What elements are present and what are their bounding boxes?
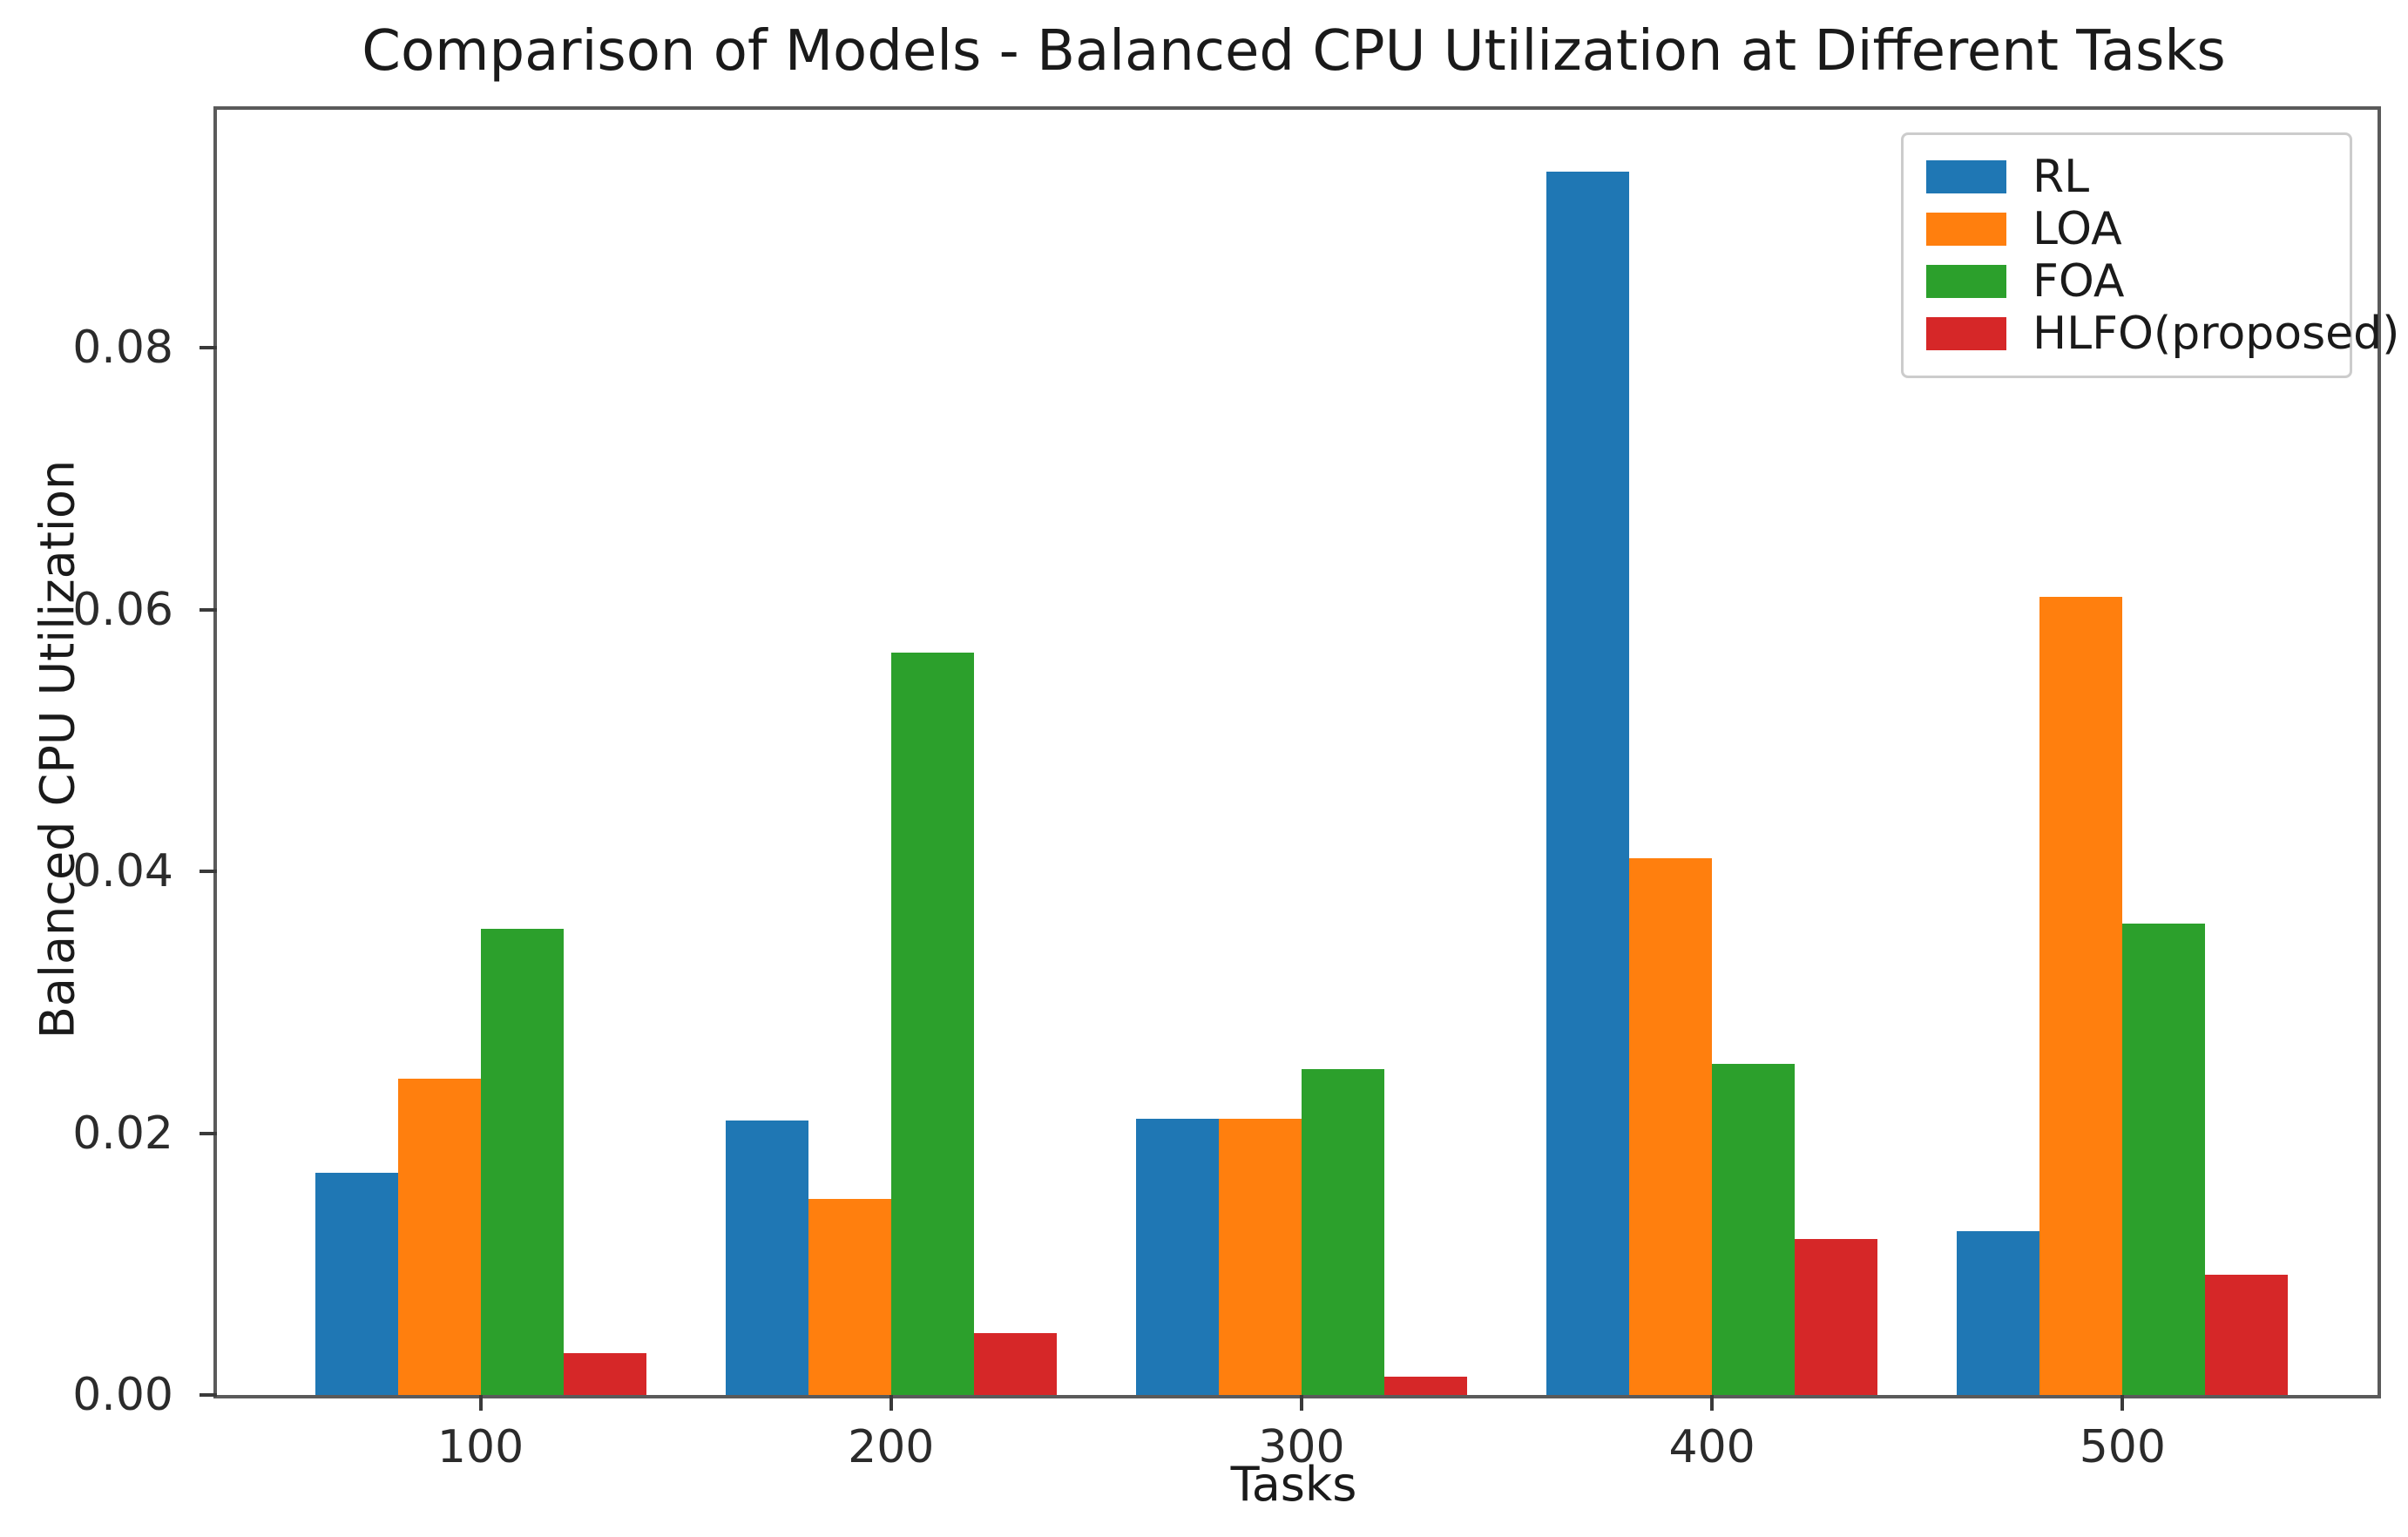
x-axis-label: Tasks [1230,1457,1357,1512]
x-tick-mark [2121,1395,2125,1411]
y-tick-mark [200,607,217,612]
bar-HLFO(proposed)-200 [973,1333,1057,1395]
y-tick-mark [200,346,217,350]
x-tick-label: 300 [1258,1421,1345,1473]
bar-HLFO(proposed)-500 [2205,1274,2289,1395]
legend-swatch-icon [1926,317,2006,350]
x-tick-label: 500 [2079,1421,2166,1473]
bar-LOA-100 [397,1078,481,1395]
x-tick-label: 100 [436,1421,524,1473]
x-tick-mark [478,1395,483,1411]
bar-LOA-300 [1218,1119,1302,1395]
legend: RL LOA FOA HLFO(proposed) [1901,132,2399,378]
y-tick-label: 0.08 [72,322,173,375]
bar-RL-100 [315,1172,398,1395]
legend-entry-RL: RL [1926,151,2350,203]
y-tick-mark [200,1393,217,1397]
bar-RL-300 [1135,1119,1219,1395]
y-tick-mark [200,870,217,874]
legend-label: FOA [2033,255,2125,308]
y-tick-label: 0.04 [72,845,173,898]
bar-RL-400 [1546,171,1630,1395]
legend-swatch-icon [1926,213,2006,246]
bar-LOA-200 [808,1198,891,1395]
x-tick-mark [1710,1395,1715,1411]
legend-label: LOA [2033,203,2122,255]
bar-FOA-500 [2122,924,2206,1395]
bar-FOA-300 [1301,1069,1384,1395]
x-tick-label: 200 [848,1421,935,1473]
bar-RL-500 [1957,1231,2040,1395]
legend-swatch-icon [1926,160,2006,193]
bar-HLFO(proposed)-300 [1383,1376,1467,1395]
y-tick-label: 0.06 [72,583,173,636]
bar-RL-200 [725,1120,808,1395]
y-tick-label: 0.02 [72,1107,173,1160]
y-axis-label: Balanced CPU Utilization [30,459,85,1039]
y-tick-label: 0.00 [72,1369,173,1421]
bar-FOA-200 [890,653,974,1395]
legend-label: HLFO(proposed) [2033,308,2400,360]
bar-FOA-100 [480,929,564,1395]
legend-entry-HLFO(proposed): HLFO(proposed) [1926,308,2399,360]
bar-LOA-400 [1629,858,1713,1395]
bar-LOA-500 [2039,596,2123,1395]
legend-entry-FOA: FOA [1926,255,2350,308]
bar-HLFO(proposed)-400 [1795,1239,1878,1395]
legend-swatch-icon [1926,265,2006,298]
bar-HLFO(proposed)-100 [563,1352,646,1395]
legend-entry-LOA: LOA [1926,203,2350,255]
x-tick-label: 400 [1668,1421,1755,1473]
chart-title: Comparison of Models - Balanced CPU Util… [362,19,2226,84]
x-tick-mark [1299,1395,1303,1411]
legend-label: RL [2033,151,2090,203]
x-tick-mark [889,1395,893,1411]
bar-FOA-400 [1712,1064,1796,1395]
y-tick-mark [200,1131,217,1135]
